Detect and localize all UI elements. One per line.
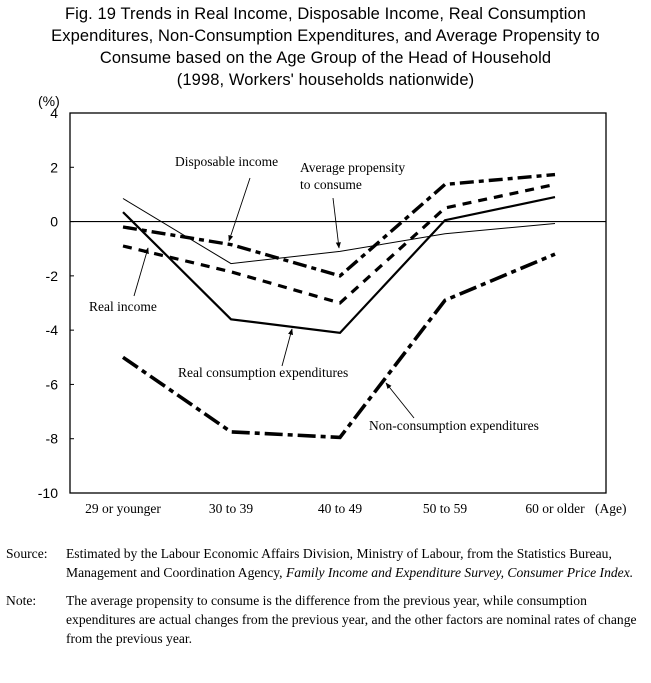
annotation-arrow [385, 382, 415, 419]
title-line: Fig. 19 Trends in Real Income, Disposabl… [64, 5, 587, 23]
series-line-real-consumption-expenditures [122, 196, 556, 335]
annotation-label: Real income [89, 299, 157, 314]
x-tick-label: 40 to 49 [318, 501, 363, 516]
series-lines [121, 172, 556, 440]
x-tick-labels: 29 or younger 30 to 39 40 to 49 50 to 59 60 … [85, 501, 585, 516]
x-tick-label: 29 or younger [85, 501, 161, 516]
y-tick-label: -10 [38, 485, 58, 501]
note-text: The average propensity to consume is the… [66, 593, 637, 646]
y-tick-label: -4 [46, 322, 59, 338]
y-tick-label: -2 [46, 268, 59, 284]
annotation-arrow [332, 197, 341, 249]
annotations: Disposable income Average propensity to co… [89, 154, 539, 433]
chart-title: Fig. 19 Trends in Real Income, Disposabl… [0, 3, 651, 91]
annotation-arrow [133, 247, 149, 297]
annotation-label: Real consumption expenditures [178, 365, 348, 380]
x-tick-label: 30 to 39 [209, 501, 254, 516]
y-tick-label: -6 [46, 376, 59, 392]
title-line: Expenditures, Non-Consumption Expenditur… [51, 27, 600, 45]
series-line-real-income [122, 182, 556, 305]
plot-frame [69, 112, 607, 494]
annotation-line: to consume [300, 177, 362, 192]
y-ticks: 4 2 0 -2 -4 -6 -8 -10 [38, 105, 74, 501]
x-tick-label: 50 to 59 [423, 501, 468, 516]
line-chart: (%) 4 2 0 -2 -4 -6 -8 -10 29 or younger 30 to 39… [38, 93, 627, 516]
annotation-line: Disposable income [175, 154, 278, 169]
source-italic: Family Income and Expenditure Survey, Co… [285, 565, 634, 580]
title-line: (1998, Workers' households nationwide) [176, 71, 475, 89]
y-tick-label: 4 [50, 105, 58, 121]
y-axis-label: (%) [38, 93, 60, 109]
annotation-line: Non-consumption expenditures [369, 418, 539, 433]
y-tick-label: 2 [50, 159, 58, 175]
axes [69, 112, 607, 494]
series-line-average-propensity-to-consume [122, 198, 556, 265]
annotation-arrow [281, 328, 293, 367]
series-line-disposable-income [122, 172, 556, 278]
x-tick-label: 60 or older [525, 501, 585, 516]
annotation-label: Non-consumption expenditures [369, 418, 539, 433]
title-line: Consume based on the Age Group of the He… [99, 49, 552, 67]
notes: Source: Estimated by the Labour Economic… [6, 544, 651, 657]
source-plain: Estimated by the Labour Economic Affairs… [66, 546, 612, 580]
annotation-label: Disposable income [175, 154, 278, 169]
y-tick-label: 0 [50, 214, 58, 230]
note-label: Note: [6, 593, 37, 608]
note: Note: The average propensity to consume … [6, 591, 651, 648]
annotation-arrow [228, 177, 251, 242]
annotation-label: Average propensity to consume [300, 160, 405, 192]
annotation-line: Real consumption expenditures [178, 365, 348, 380]
annotation-line: Average propensity [300, 160, 405, 175]
source-label: Source: [6, 546, 48, 561]
annotation-line: Real income [89, 299, 157, 314]
x-axis-label: (Age) [595, 501, 626, 516]
source-text: Estimated by the Labour Economic Affairs… [66, 544, 651, 582]
source-note: Source: Estimated by the Labour Economic… [6, 544, 651, 582]
y-tick-label: -8 [46, 431, 59, 447]
series-line-non-consumption-expenditures [121, 252, 556, 440]
